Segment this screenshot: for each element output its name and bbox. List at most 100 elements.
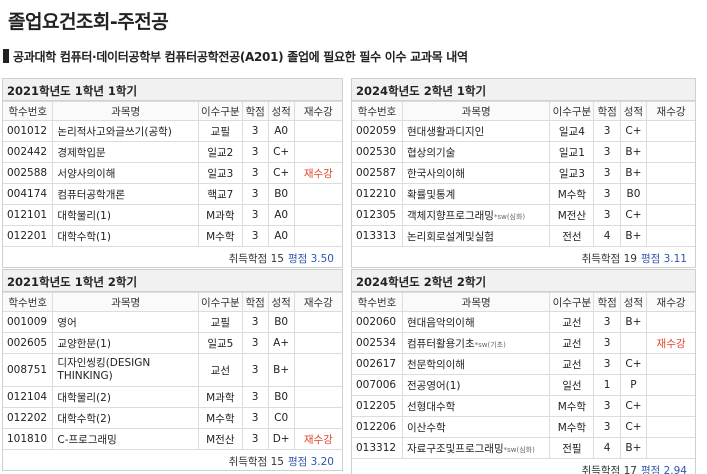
course-grade: C+ <box>619 395 648 417</box>
gpa-value: 3.20 <box>310 456 334 468</box>
sw-tag: *sw(심화) <box>493 212 526 221</box>
credits-value: 15 <box>270 456 284 468</box>
course-code: 001012 <box>3 120 54 142</box>
course-retake <box>646 204 695 226</box>
course-credit: 3 <box>241 225 269 247</box>
course-row: 002617 천문학의이해 교선 3 C+ <box>352 353 695 375</box>
term-title: 2024학년도 2학년 1학기 <box>352 79 695 101</box>
sw-tag: *sw(기초) <box>474 340 506 349</box>
column-header-retake: 재수강 <box>646 101 695 121</box>
course-grade: A0 <box>267 120 295 142</box>
course-credit: 3 <box>241 332 269 354</box>
credits-value: 17 <box>623 465 637 474</box>
course-grade: B+ <box>619 311 648 333</box>
column-header-name: 과목명 <box>52 292 199 312</box>
course-retake: 재수강 <box>646 332 695 354</box>
column-header-grade: 성적 <box>619 292 648 312</box>
course-retake <box>646 353 695 375</box>
course-type: 전필 <box>549 437 595 459</box>
course-grade: C0 <box>267 407 295 429</box>
course-code: 012206 <box>352 416 403 438</box>
column-header-type: 이수구분 <box>197 292 243 312</box>
course-name: 전공영어(1) <box>407 379 461 392</box>
course-grade: C+ <box>267 141 295 163</box>
course-code: 013312 <box>352 437 403 459</box>
course-name-cell: 협상의기술 <box>401 141 551 163</box>
course-grade: B+ <box>619 437 648 459</box>
course-code: 012205 <box>352 395 403 417</box>
course-code: 002587 <box>352 162 403 184</box>
course-type: 교선 <box>197 353 243 387</box>
column-header-grade: 성적 <box>267 101 295 121</box>
course-name-cell: 대학물리(1) <box>52 204 199 226</box>
column-header-credit: 학점 <box>593 101 621 121</box>
course-row: 013313 논리회로설계및실험 전선 4 B+ <box>352 225 695 247</box>
course-name: 자료구조및프로그래밍 <box>407 442 504 455</box>
course-grade: B0 <box>619 183 648 205</box>
course-name: 객체지향프로그래밍 <box>407 209 494 222</box>
course-code: 013313 <box>352 225 403 247</box>
course-credit: 3 <box>241 183 269 205</box>
course-row: 002442 경제학입문 일교2 3 C+ <box>3 141 342 163</box>
course-grade: B0 <box>267 183 295 205</box>
table-header-row: 학수번호 과목명 이수구분 학점 성적 재수강 <box>3 101 342 121</box>
course-credit: 3 <box>241 204 269 226</box>
course-name-cell: 이산수학 <box>401 416 551 438</box>
course-row: 012210 확률및통계 M수학 3 B0 <box>352 183 695 205</box>
course-code: 002534 <box>352 332 403 354</box>
course-code: 012202 <box>3 407 54 429</box>
gpa-label: 평점 <box>640 253 661 265</box>
course-credit: 3 <box>241 162 269 184</box>
course-type: 핵교7 <box>197 183 243 205</box>
term-title: 2021학년도 1학년 1학기 <box>3 79 342 101</box>
course-name-cell: 논리회로설계및실험 <box>401 225 551 247</box>
courses-table: 학수번호 과목명 이수구분 학점 성적 재수강 002060 현대음악의이해 교선 3 B+ 0025… <box>352 292 695 459</box>
course-grade: B0 <box>267 311 295 333</box>
course-credit: 3 <box>593 141 621 163</box>
course-retake <box>646 437 695 459</box>
course-credit: 3 <box>241 141 269 163</box>
course-row: 002060 현대음악의이해 교선 3 B+ <box>352 311 695 333</box>
course-name-cell: 전공영어(1) <box>401 374 551 396</box>
course-type: M수학 <box>549 183 595 205</box>
course-credit: 3 <box>593 120 621 142</box>
course-name: 대학수학(2) <box>57 412 111 425</box>
course-name: 선형대수학 <box>407 400 456 413</box>
course-row: 007006 전공영어(1) 일선 1 P <box>352 374 695 396</box>
course-name: 대학수학(1) <box>57 230 111 243</box>
course-retake <box>646 225 695 247</box>
column-header-credit: 학점 <box>241 101 269 121</box>
course-type: 일교3 <box>549 162 595 184</box>
course-credit: 3 <box>241 428 269 450</box>
course-retake <box>293 225 342 247</box>
column-header-grade: 성적 <box>619 101 648 121</box>
course-row: 012101 대학물리(1) M과학 3 A0 <box>3 204 342 226</box>
sw-tag: *sw(심화) <box>503 445 535 454</box>
course-grade: B+ <box>619 225 648 247</box>
course-retake: 재수강 <box>293 428 342 450</box>
course-row: 012205 선형대수학 M수학 3 C+ <box>352 395 695 417</box>
course-code: 002059 <box>352 120 403 142</box>
course-code: 004174 <box>3 183 54 205</box>
course-grade: C+ <box>619 353 648 375</box>
course-type: 일교5 <box>197 332 243 354</box>
course-row: 012202 대학수학(2) M수학 3 C0 <box>3 407 342 429</box>
course-name-cell: 교양한문(1) <box>52 332 199 354</box>
course-grade: D+ <box>267 428 295 450</box>
course-type: M수학 <box>549 395 595 417</box>
course-credit: 3 <box>241 120 269 142</box>
course-row: 012201 대학수학(1) M수학 3 A0 <box>3 225 342 247</box>
course-name: 현대생활과디지인 <box>407 125 485 138</box>
course-credit: 3 <box>241 353 269 387</box>
course-type: 일교3 <box>197 162 243 184</box>
course-credit: 3 <box>593 395 621 417</box>
credits-value: 19 <box>623 253 637 265</box>
course-credit: 3 <box>241 407 269 429</box>
course-code: 002588 <box>3 162 54 184</box>
course-row: 008751 디자인씽킹(DESIGN THINKING) 교선 3 B+ <box>3 353 342 387</box>
course-type: 전선 <box>549 225 595 247</box>
course-credit: 4 <box>593 225 621 247</box>
course-grade <box>619 332 648 354</box>
course-row: 001012 논리적사고와글쓰기(공학) 교필 3 A0 <box>3 120 342 142</box>
course-name-cell: 천문학의이해 <box>401 353 551 375</box>
